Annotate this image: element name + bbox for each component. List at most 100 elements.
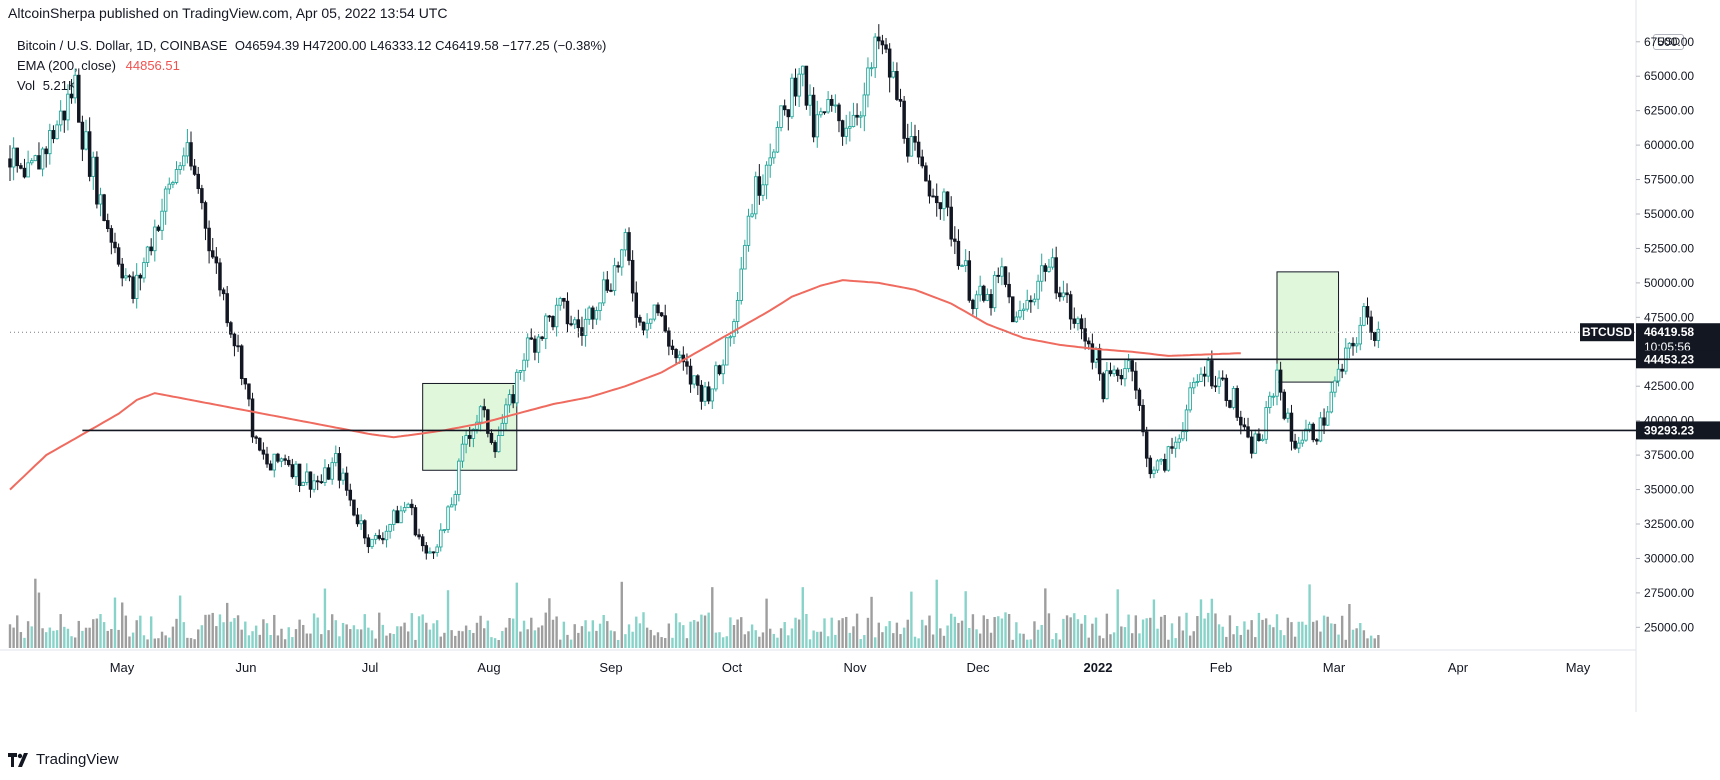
volume-bar [222, 622, 225, 648]
volume-bar [385, 635, 388, 648]
volume-bar [508, 617, 511, 648]
candle-body [283, 458, 287, 461]
candle-body [116, 247, 121, 265]
volume-bar [251, 631, 254, 648]
candle-body [544, 315, 548, 340]
volume-bar [1127, 614, 1130, 648]
candle-body [247, 383, 251, 400]
candle-body [750, 213, 754, 217]
candle-body [848, 126, 852, 129]
volume-bar [410, 613, 414, 648]
candle-body [301, 481, 305, 486]
volume-bar [48, 627, 52, 648]
candle-body [1307, 423, 1312, 430]
volume-bar [142, 635, 146, 648]
candle-body [268, 463, 273, 471]
volume-bar [805, 613, 808, 648]
candle-body [185, 142, 190, 157]
volume-bar [294, 629, 298, 648]
volume-bar [1351, 629, 1355, 648]
volume-bar [23, 637, 26, 648]
volume-bar [287, 627, 290, 648]
candle-body [1199, 373, 1203, 382]
candle-body [840, 120, 845, 137]
volume-bar [280, 628, 283, 648]
candle-body [1144, 431, 1149, 459]
volume-bar [374, 638, 377, 648]
candle-body [920, 156, 924, 167]
volume-bar [1243, 621, 1246, 648]
y-tick-label: 30000.00 [1644, 551, 1694, 565]
candle-body [1170, 446, 1174, 449]
currency-button[interactable]: USD [1653, 34, 1685, 50]
volume-bar [859, 639, 862, 648]
candle-body [1311, 423, 1315, 441]
candle-body [1264, 407, 1268, 440]
volume-bar [178, 595, 182, 648]
volume-bar [52, 630, 55, 648]
volume-bar [283, 639, 287, 648]
candle-body [399, 510, 403, 524]
volume-bar [569, 639, 573, 648]
volume-bar [1246, 629, 1250, 648]
candle-body [439, 529, 443, 548]
y-tick-label: 60000.00 [1644, 138, 1694, 152]
volume-bar [276, 635, 280, 648]
candle-body [627, 232, 631, 261]
volume-bar [1109, 634, 1112, 648]
volume-bar [960, 620, 964, 648]
candle-body [203, 202, 208, 229]
candle-body [931, 195, 935, 198]
volume-bar [1174, 638, 1177, 648]
candle-body [482, 406, 486, 411]
candle-body [757, 176, 762, 196]
volume-bar [772, 633, 776, 648]
tradingview-brand: TradingView [36, 751, 119, 768]
candle-body [420, 536, 425, 547]
volume-bar [1315, 620, 1319, 648]
volume-bar [718, 632, 721, 648]
candle-body [229, 322, 233, 335]
candle-body [1300, 439, 1305, 444]
volume-bar [117, 629, 120, 648]
candle-body [182, 155, 186, 167]
candle-body [1000, 266, 1004, 277]
volume-bar [1272, 627, 1275, 648]
candle-body [105, 220, 110, 230]
candle-body [992, 274, 997, 309]
volume-bar [986, 618, 989, 648]
candle-body [1228, 400, 1232, 408]
candle-body [895, 71, 899, 100]
candle-body [728, 336, 733, 339]
volume-bar [443, 632, 446, 648]
volume-bar [1029, 639, 1033, 648]
candle-body [598, 302, 602, 312]
volume-bar [1065, 615, 1069, 648]
volume-bar [399, 626, 403, 648]
volume-bar [450, 630, 453, 648]
y-tick-label: 50000.00 [1644, 276, 1694, 290]
volume-bar [298, 619, 301, 648]
volume-bar [269, 635, 272, 648]
volume-bar [906, 619, 909, 648]
volume-bar [1073, 613, 1076, 648]
volume-bar [656, 632, 660, 648]
volume-bar [595, 630, 598, 648]
volume-bar [841, 618, 844, 648]
legend-ema-row[interactable]: EMA (200, close) 44856.51 [17, 56, 606, 76]
volume-bar [16, 615, 19, 648]
volume-bar [305, 633, 309, 648]
volume-bar [790, 628, 794, 648]
candle-body [250, 398, 255, 438]
volume-bar [776, 637, 779, 648]
volume-bar [1083, 615, 1087, 648]
candle-body [1090, 343, 1095, 363]
candle-body [1351, 342, 1355, 347]
candle-body [91, 156, 96, 177]
volume-bar [848, 632, 852, 648]
y-tick-label: 42500.00 [1644, 379, 1694, 393]
candle-body [1260, 438, 1265, 442]
legend-symbol-row[interactable]: Bitcoin / U.S. Dollar, 1D, COINBASE O465… [17, 36, 606, 56]
candle-body [149, 246, 153, 252]
